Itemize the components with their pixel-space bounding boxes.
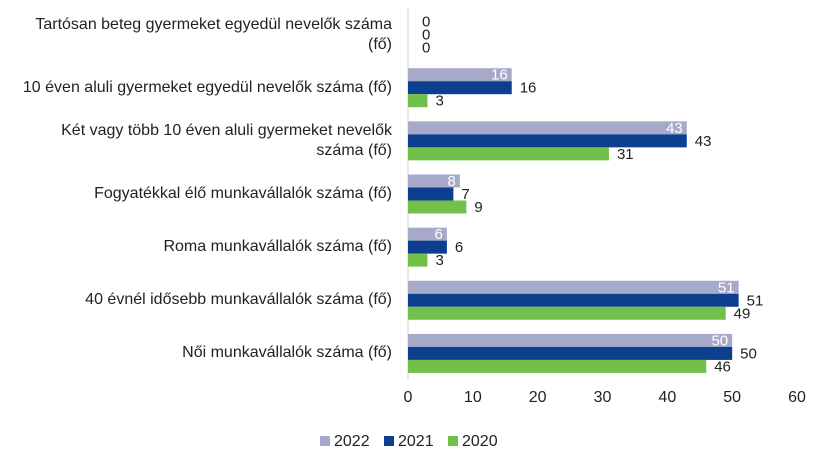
x-tick-label: 10	[464, 389, 482, 406]
bar	[408, 253, 428, 267]
data-label: 50	[711, 332, 728, 349]
bar	[408, 200, 467, 214]
x-tick-label: 20	[529, 389, 547, 406]
bar	[408, 333, 733, 347]
legend-swatch	[320, 436, 330, 446]
data-label: 50	[740, 345, 757, 362]
data-label: 43	[666, 120, 683, 137]
data-label: 31	[617, 146, 634, 163]
bar	[408, 240, 447, 254]
data-label: 3	[435, 93, 443, 110]
bar	[408, 306, 726, 320]
legend-label: 2020	[462, 433, 498, 450]
x-tick-label: 50	[723, 389, 741, 406]
legend-swatch	[448, 436, 458, 446]
bar	[408, 134, 687, 148]
data-label: 51	[747, 292, 764, 309]
legend-swatch	[384, 436, 394, 446]
data-label: 0	[422, 14, 430, 31]
data-label: 8	[448, 173, 456, 190]
data-label: 46	[714, 358, 731, 375]
data-label: 3	[435, 252, 443, 269]
legend-label: 2022	[334, 433, 370, 450]
legend-label: 2021	[398, 433, 434, 450]
bar	[408, 94, 428, 108]
category-label: Fogyatékkal élő munkavállalók száma (fő)	[94, 185, 392, 202]
category-label: Két vagy több 10 éven aluli gyermeket ne…	[61, 121, 392, 159]
bar	[408, 147, 609, 161]
x-tick-label: 30	[594, 389, 612, 406]
data-label: 6	[435, 226, 443, 243]
bar	[408, 68, 512, 82]
data-label: 49	[734, 305, 751, 322]
x-tick-label: 0	[404, 389, 413, 406]
data-label: 43	[695, 133, 712, 150]
bar	[408, 121, 687, 135]
x-tick-label: 60	[788, 389, 806, 406]
category-label: Női munkavállalók száma (fő)	[182, 344, 392, 362]
bar	[408, 293, 739, 307]
data-label: 51	[718, 279, 735, 296]
bar	[408, 346, 733, 360]
bar	[408, 81, 512, 95]
bar	[408, 359, 707, 373]
bar	[408, 280, 739, 294]
bar	[408, 187, 454, 201]
data-label: 7	[461, 186, 469, 203]
data-label: 16	[520, 80, 537, 97]
category-label: Roma munkavállalók száma (fő)	[163, 238, 392, 256]
category-label: 10 éven aluli gyermeket egyedül nevelők …	[22, 78, 392, 96]
data-label: 0	[422, 40, 430, 57]
data-label: 16	[491, 67, 508, 84]
data-label: 9	[474, 199, 482, 216]
category-label: 40 évnél idősebb munkavállalók száma (fő…	[85, 291, 392, 309]
data-label: 0	[422, 27, 430, 44]
x-tick-label: 40	[658, 389, 676, 406]
category-label: Tartósan beteg gyermeket egyedül nevelők…	[35, 15, 392, 53]
data-label: 6	[455, 239, 463, 256]
bar	[408, 227, 447, 241]
bar	[408, 174, 460, 188]
